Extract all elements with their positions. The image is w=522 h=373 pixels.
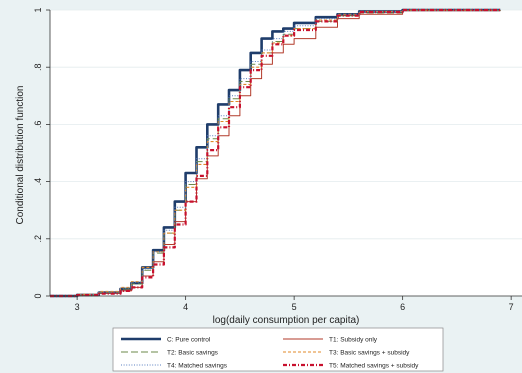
legend-box (112, 327, 444, 372)
y-tick-label: .2 (33, 235, 43, 243)
y-tick-label: .4 (33, 178, 43, 186)
legend-label-3: T2: Basic savings (167, 349, 219, 356)
plot-area (50, 10, 522, 296)
y-tick-label: .8 (33, 63, 43, 71)
axes (49, 10, 522, 297)
legend-label-1: C: Pure control (167, 336, 211, 343)
legend-label-4: T3: Basic savings + subsidy (329, 349, 410, 356)
x-tick-label: 4 (183, 302, 188, 312)
y-tick-label: 0 (33, 293, 43, 298)
legend-label-5: T4: Matched savings (167, 362, 228, 369)
series-line-4 (50, 9, 501, 297)
x-tick-label: 7 (509, 302, 514, 312)
y-ticks: 0 .2 .4 .6 .8 1 (33, 7, 50, 299)
y-axis-label: Conditional distribution function (15, 86, 26, 225)
legend-label-2: T1: Subsidy only (329, 336, 378, 343)
series-line-6 (50, 8, 501, 298)
x-axis-label: log(daily consumption per capita) (213, 315, 360, 326)
y-tick-label: 1 (33, 7, 43, 12)
legend-label-6: T5: Matched savings + subsidy (329, 362, 419, 369)
x-tick-label: 6 (400, 302, 405, 312)
series-line-5 (50, 9, 501, 297)
legend: C: Pure control T1: Subsidy only T2: Basic… (112, 327, 444, 372)
x-tick-label: 3 (75, 302, 80, 312)
y-tick-label: .6 (33, 121, 43, 129)
x-ticks: 3 4 5 6 7 (75, 296, 514, 312)
x-tick-label: 5 (292, 302, 297, 312)
series-layer (50, 8, 501, 298)
